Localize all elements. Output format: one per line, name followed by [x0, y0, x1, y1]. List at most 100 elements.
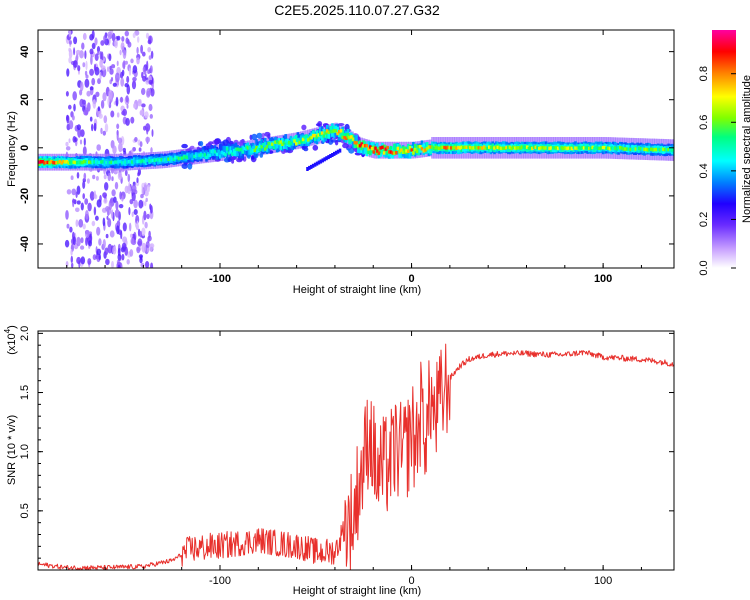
- ridge-cell: [344, 136, 348, 140]
- ridge-cell: [405, 149, 408, 153]
- noise-speckle: [104, 247, 109, 256]
- ridge-cell: [663, 148, 667, 152]
- x-tick-label: 100: [594, 575, 612, 587]
- noise-speckle: [127, 173, 131, 183]
- ridge-cell: [582, 146, 586, 150]
- noise-speckle: [141, 242, 147, 253]
- ridge-cell: [389, 150, 393, 154]
- ridge-cell: [650, 147, 653, 151]
- snr-series: [38, 343, 674, 570]
- ridge-cell: [243, 146, 246, 155]
- noise-speckle: [141, 103, 146, 108]
- noise-speckle: [96, 199, 102, 208]
- noise-speckle: [80, 237, 84, 244]
- ridge-cell: [303, 136, 307, 144]
- ridge-cell: [536, 146, 539, 150]
- ridge-cell: [362, 143, 365, 155]
- noise-speckle: [119, 191, 122, 200]
- noise-speckle: [103, 115, 108, 124]
- ridge-cell: [348, 135, 351, 140]
- noise-speckle: [107, 243, 113, 254]
- noise-speckle: [93, 206, 97, 216]
- ridge-cell: [453, 145, 457, 149]
- noise-speckle: [145, 136, 151, 143]
- ridge-cell: [219, 144, 222, 156]
- noise-speckle: [85, 60, 88, 71]
- noise-speckle: [129, 199, 134, 205]
- x-tick-label: 100: [594, 273, 612, 285]
- ridge-cell: [158, 158, 162, 163]
- noise-speckle: [102, 207, 106, 213]
- noise-speckle: [142, 51, 146, 57]
- noise-speckle: [138, 147, 142, 152]
- ridge-cell: [481, 146, 484, 150]
- ridge-cell: [79, 160, 82, 165]
- ridge-cell: [279, 142, 282, 150]
- noise-speckle: [92, 174, 96, 180]
- noise-speckle: [116, 112, 120, 118]
- ridge-cell: [496, 145, 500, 150]
- noise-speckle: [115, 96, 119, 107]
- ridge-cell: [62, 159, 65, 164]
- ridge-cell: [548, 146, 551, 150]
- noise-speckle: [66, 223, 70, 229]
- ridge-blob: [251, 155, 255, 160]
- ridge-cell: [646, 148, 650, 152]
- noise-speckle: [127, 41, 132, 48]
- noise-speckle: [68, 138, 71, 143]
- ridge-cell: [55, 160, 58, 165]
- ridge-cell: [274, 142, 277, 150]
- ridge-cell: [84, 160, 88, 164]
- noise-speckle: [119, 71, 124, 79]
- noise-speckle: [146, 213, 150, 220]
- ridge-cell: [327, 130, 331, 134]
- ridge-cell: [224, 145, 227, 154]
- ridge-branch: [331, 153, 334, 157]
- ridge-cell: [296, 132, 300, 144]
- ridge-cell: [293, 139, 296, 143]
- ridge-cell: [262, 144, 265, 152]
- ridge-cell: [607, 146, 610, 150]
- ridge-cell: [246, 144, 250, 157]
- noise-speckle: [122, 222, 127, 232]
- ridge-blob: [239, 139, 244, 147]
- noise-speckle: [95, 176, 99, 181]
- colorbar-tick-label: 0.4: [698, 163, 710, 178]
- ridge-blob: [230, 156, 237, 161]
- ridge-cell: [596, 146, 600, 150]
- ridge-cell: [486, 146, 489, 151]
- noise-speckle: [147, 39, 152, 45]
- ridge-cell: [119, 159, 122, 164]
- ridge-blob: [256, 132, 263, 139]
- noise-speckle: [84, 50, 87, 59]
- noise-speckle: [73, 47, 76, 56]
- ridge-cell: [386, 147, 389, 155]
- noise-speckle: [124, 169, 128, 176]
- noise-speckle: [89, 48, 94, 55]
- ridge-cell: [379, 146, 382, 150]
- noise-speckle: [130, 58, 134, 64]
- noise-speckle: [75, 49, 81, 55]
- ridge-branch: [317, 160, 321, 165]
- ridge-cell: [598, 146, 601, 151]
- snr-scale-label: (x104): [3, 325, 18, 355]
- ridge-cell: [353, 141, 357, 149]
- ridge-cell: [438, 146, 441, 151]
- noise-speckle: [109, 68, 114, 75]
- ridge-cell: [415, 149, 419, 153]
- noise-speckle: [144, 111, 149, 119]
- ridge-cell: [215, 152, 219, 156]
- ridge-cell: [219, 151, 222, 159]
- noise-speckle: [139, 141, 143, 148]
- ridge-cell: [289, 135, 293, 144]
- ridge-blob: [214, 139, 220, 145]
- ridge-cell: [210, 149, 213, 154]
- ridge-cell: [60, 161, 63, 165]
- ridge-cell: [170, 157, 174, 161]
- noise-speckle: [128, 67, 132, 76]
- ridge-cell: [372, 145, 376, 153]
- ridge-cell: [655, 147, 658, 152]
- ridge-cell: [408, 147, 412, 159]
- noise-speckle: [134, 137, 138, 142]
- ridge-cell: [329, 129, 332, 134]
